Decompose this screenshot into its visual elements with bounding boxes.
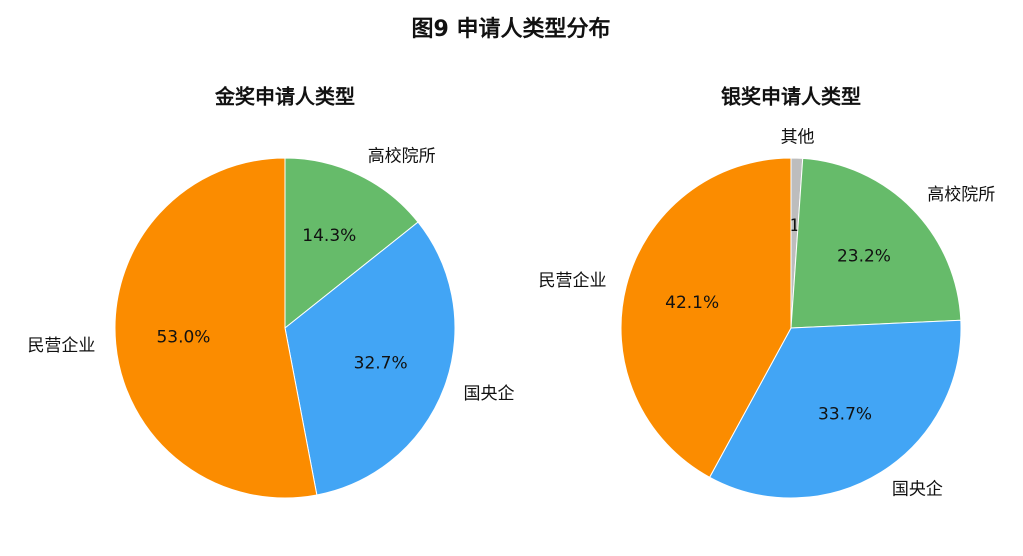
value-label: 53.0% (156, 328, 210, 348)
pie-slice (284, 157, 419, 330)
category-label: 其他 (781, 128, 815, 148)
value-label: 14.3% (302, 226, 356, 246)
category-label: 高校院所 (368, 146, 436, 166)
value-label: 33.7% (818, 404, 872, 424)
value-label: 23.2% (837, 247, 891, 267)
category-label: 民营企业 (538, 271, 606, 291)
chart-title: 金奖申请人类型 (214, 85, 355, 109)
category-label: 民营企业 (27, 336, 95, 356)
pie-slice (620, 157, 792, 478)
value-label: 42.1% (665, 293, 719, 313)
pie-slice (114, 157, 318, 499)
chart-title: 银奖申请人类型 (721, 85, 861, 109)
category-label: 国央企 (464, 384, 515, 404)
pie-slice (708, 319, 962, 499)
value-label: 32.7% (354, 353, 408, 373)
category-label: 高校院所 (927, 185, 995, 205)
pie-slice (284, 221, 456, 496)
pie-slice (790, 157, 962, 329)
figure-title: 图9 申请人类型分布 (412, 16, 611, 42)
category-label: 国央企 (892, 479, 943, 499)
